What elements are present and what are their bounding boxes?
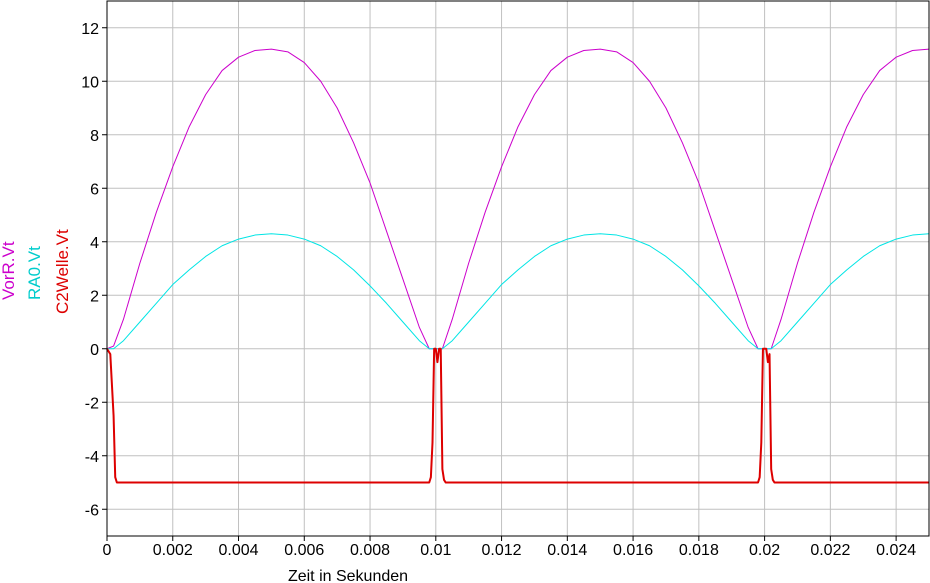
y-tick-label: -6: [85, 502, 99, 519]
y-axis-ticks: -6 -4 -2 0 2 4 6 8 10 12: [81, 21, 107, 519]
y-axis-label-ra0: RA0.Vt: [25, 246, 44, 300]
y-tick-label: 12: [81, 21, 99, 38]
x-tick-label: 0.022: [810, 542, 850, 559]
series-line-vorr-vt: [106, 48, 930, 350]
x-axis-label: Zeit in Sekunden: [288, 568, 408, 583]
plot-frame: [106, 0, 930, 537]
y-tick-label: 6: [90, 181, 99, 198]
series-line-ra0-vt: [107, 233, 930, 350]
x-tick-label: 0.016: [613, 542, 653, 559]
y-tick-label: -4: [85, 449, 99, 466]
y-tick-label: 0: [90, 342, 99, 359]
y-axis-label-vorr: VorR.Vt: [0, 241, 18, 300]
grid-lines: [107, 1, 929, 536]
x-tick-label: 0.012: [482, 542, 522, 559]
x-tick-label: 0.004: [218, 542, 258, 559]
x-tick-label: 0.008: [350, 542, 390, 559]
y-tick-label: 10: [81, 74, 99, 91]
y-tick-label: 4: [90, 235, 99, 252]
x-tick-label: 0.006: [284, 542, 324, 559]
series-line-c2welle-vt: [106, 347, 929, 484]
x-tick-label: 0.018: [679, 542, 719, 559]
y-tick-label: 2: [90, 288, 99, 305]
x-tick-label: 0.002: [153, 542, 193, 559]
x-axis-ticks: 0 0.002 0.004 0.006 0.008 0.01 0.012 0.014 0.016…: [103, 536, 916, 559]
y-tick-label: -2: [85, 395, 99, 412]
x-tick-label: 0.024: [876, 542, 916, 559]
series-layer: [106, 48, 930, 484]
x-tick-label: 0.02: [749, 542, 780, 559]
x-tick-label: 0.014: [547, 542, 587, 559]
y-axis-label-c2welle: C2Welle.Vt: [53, 229, 72, 314]
x-tick-label: 0.01: [420, 542, 451, 559]
x-tick-label: 0: [103, 542, 112, 559]
y-tick-label: 8: [90, 128, 99, 145]
